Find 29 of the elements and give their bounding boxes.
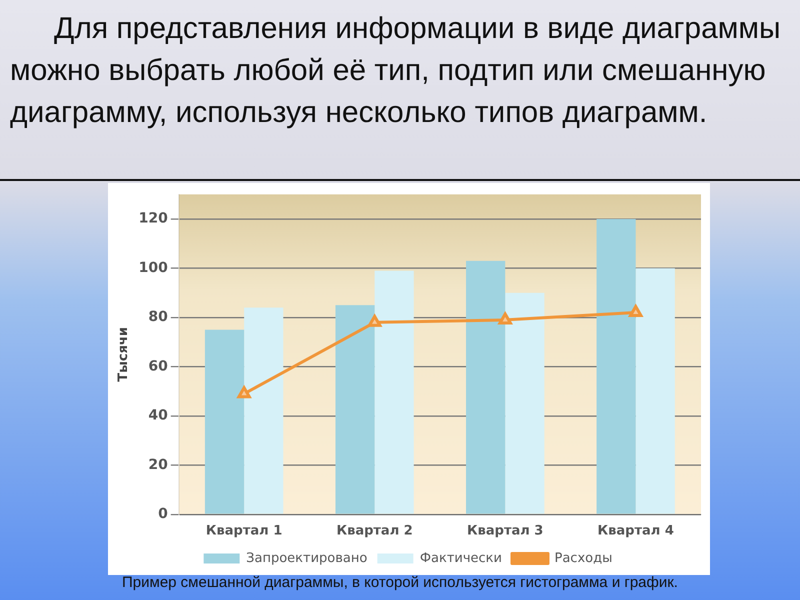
- y-tick-label: 120: [138, 210, 168, 227]
- y-axis-title: Тысячи: [116, 327, 132, 382]
- chart-title: Для представления информации в виде диаграммы можно выбрать любой её тип, подтип или смешанную диаграмму, используя несколько типов диаграмм.: [10, 11, 782, 131]
- bar: [335, 305, 375, 514]
- bar: [596, 219, 636, 514]
- x-tick-label: Квартал 2: [336, 524, 413, 539]
- legend-label: Расходы: [554, 550, 612, 566]
- bar: [244, 308, 284, 514]
- point: [629, 305, 642, 318]
- x-tick-label: Квартал 1: [206, 524, 282, 539]
- point: [237, 386, 251, 398]
- y-tick-label: 60: [148, 358, 168, 374]
- y-tick-label: 80: [148, 309, 168, 326]
- text: Пример смешанной диаграммы, в которой используется гистограмма и график.: [121, 574, 679, 591]
- bar: [505, 292, 544, 514]
- x-tick-label: Квартал 3: [467, 524, 544, 539]
- legend-label: Запроектировано: [246, 550, 368, 566]
- x-tick-label: Квартал 4: [598, 524, 674, 539]
- y-tick-label: 20: [148, 456, 168, 473]
- bar: [466, 260, 506, 514]
- point: [498, 312, 512, 324]
- legend-label: Фактически: [420, 550, 502, 566]
- bar: [374, 270, 414, 514]
- bar: [204, 330, 244, 514]
- y-tick-label: 100: [138, 260, 168, 276]
- y-tick-label: 40: [148, 408, 168, 424]
- point: [368, 314, 382, 327]
- y-tick-label: 0: [158, 506, 168, 522]
- bar: [636, 268, 675, 514]
